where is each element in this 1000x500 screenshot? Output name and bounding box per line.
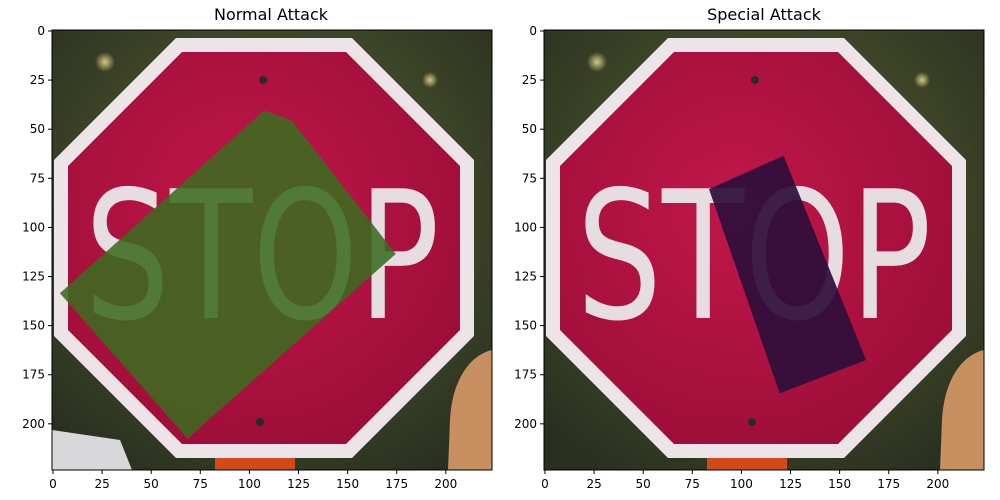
x-tick-label: 50 — [636, 477, 651, 491]
bokeh-light — [587, 52, 607, 72]
x-tick-label: 75 — [685, 477, 700, 491]
x-tick-label: 100 — [730, 477, 753, 491]
panel-special: Special Attack STOP 0 25 50 75 100 125 150 175 2… — [514, 5, 985, 491]
axes-frame — [51, 29, 493, 471]
adversarial-patch — [709, 155, 867, 394]
y-tick-label: 175 — [514, 368, 537, 382]
y-tick-label: 200 — [22, 417, 45, 431]
photo-area: STOP — [544, 30, 984, 470]
x-tick-label: 175 — [877, 477, 900, 491]
person-right — [448, 350, 492, 470]
y-tick-label: 25 — [522, 73, 537, 87]
x-tick-label: 25 — [586, 477, 601, 491]
y-tick-label: 50 — [30, 122, 45, 136]
y-axis: 0 25 50 75 100 125 150 175 200 — [514, 24, 544, 431]
y-tick-label: 150 — [514, 319, 537, 333]
bokeh-light — [914, 72, 930, 88]
x-tick-label: 75 — [193, 477, 208, 491]
panel-normal: Normal Attack STOP 0 25 50 75 100 125 150 175 20… — [22, 5, 493, 491]
x-tick-label: 0 — [541, 477, 549, 491]
x-axis: 0 25 50 75 100 125 150 175 200 — [541, 470, 949, 491]
y-tick-label: 100 — [514, 220, 537, 234]
y-tick-label: 75 — [30, 171, 45, 185]
y-tick-label: 200 — [514, 417, 537, 431]
sign-bolt — [748, 418, 756, 426]
y-tick-label: 100 — [22, 220, 45, 234]
sign-bolt — [256, 418, 264, 426]
y-tick-label: 0 — [37, 24, 45, 38]
x-tick-label: 175 — [385, 477, 408, 491]
panel-title: Special Attack — [707, 5, 822, 24]
y-tick-label: 175 — [22, 368, 45, 382]
y-tick-label: 50 — [522, 122, 537, 136]
panel-title: Normal Attack — [214, 5, 329, 24]
x-tick-label: 100 — [238, 477, 261, 491]
y-tick-label: 0 — [529, 24, 537, 38]
x-axis: 0 25 50 75 100 125 150 175 200 — [49, 470, 457, 491]
x-tick-label: 0 — [49, 477, 57, 491]
axes-frame — [543, 29, 985, 471]
x-tick-label: 200 — [434, 477, 457, 491]
x-tick-label: 50 — [144, 477, 159, 491]
y-tick-label: 125 — [22, 270, 45, 284]
y-axis: 0 25 50 75 100 125 150 175 200 — [22, 24, 52, 431]
x-tick-label: 125 — [779, 477, 802, 491]
adversarial-patch — [59, 110, 396, 439]
photo-area: STOP — [52, 30, 492, 470]
bokeh-light — [422, 72, 438, 88]
bokeh-light — [95, 52, 115, 72]
person-right — [940, 350, 984, 470]
x-tick-label: 125 — [287, 477, 310, 491]
y-tick-label: 75 — [522, 171, 537, 185]
y-tick-label: 150 — [22, 319, 45, 333]
person-left — [52, 430, 132, 470]
y-tick-label: 25 — [30, 73, 45, 87]
sign-bolt — [259, 76, 267, 84]
x-tick-label: 150 — [828, 477, 851, 491]
x-tick-label: 150 — [336, 477, 359, 491]
x-tick-label: 200 — [926, 477, 949, 491]
y-tick-label: 125 — [514, 270, 537, 284]
x-tick-label: 25 — [94, 477, 109, 491]
sign-bolt — [751, 76, 759, 84]
